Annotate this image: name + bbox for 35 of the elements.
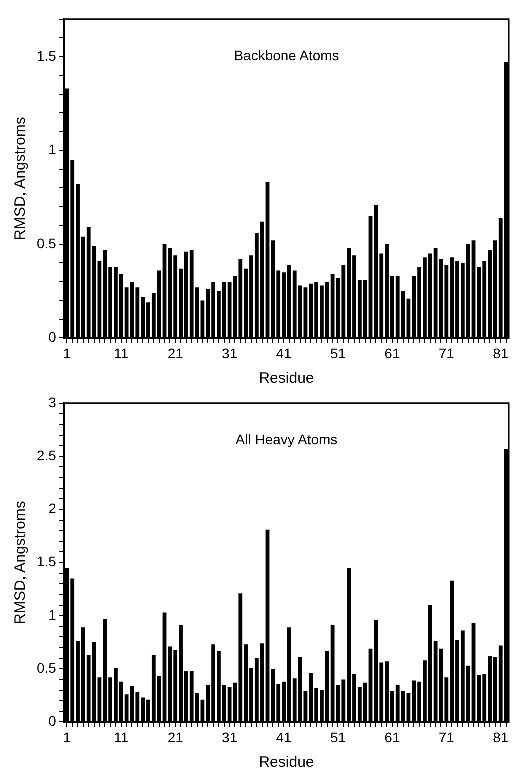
- y-tick-label: 2: [48, 500, 57, 517]
- x-axis-title: Residue: [259, 754, 314, 772]
- x-tick-label: 1: [63, 729, 72, 746]
- text: Backbone Atoms: [234, 47, 340, 64]
- y-tick-label: 1: [48, 606, 57, 623]
- x-tick-label: 11: [114, 729, 129, 746]
- y-tick-label: 0.5: [36, 660, 57, 676]
- y-tick-label: 2.5: [36, 447, 57, 464]
- x-tick-label: 61: [384, 345, 400, 362]
- x-tick-label: 61: [384, 729, 400, 746]
- y-tick-label: 0: [48, 329, 57, 346]
- y-axis-title: RMSD, Angstroms: [12, 117, 30, 240]
- y-tick-label: 1.5: [36, 48, 57, 64]
- y-tick-label: 0: [48, 713, 57, 730]
- x-axis-title: Residue: [259, 370, 314, 388]
- y-tick-label: 3: [48, 394, 57, 410]
- x-tick-label: 71: [438, 729, 455, 746]
- x-tick-label: 1: [63, 345, 72, 362]
- x-tick-label: 11: [114, 345, 129, 362]
- x-tick-label: 71: [438, 345, 455, 362]
- x-tick-label: 81: [493, 345, 509, 362]
- x-tick-label: 31: [222, 729, 238, 746]
- y-tick-label: 1: [48, 142, 57, 158]
- y-tick-label: 1.5: [36, 554, 57, 570]
- x-tick-label: 21: [168, 345, 184, 362]
- y-axis-title: RMSD, Angstroms: [12, 501, 30, 624]
- x-tick-label: 51: [330, 729, 346, 746]
- text: All Heavy Atoms: [236, 431, 338, 448]
- x-tick-label: 81: [493, 729, 509, 746]
- x-tick-label: 51: [330, 345, 346, 362]
- x-tick-label: 41: [276, 729, 292, 746]
- y-tick-label: 0.5: [36, 235, 57, 252]
- x-tick-label: 31: [222, 345, 238, 362]
- x-tick-label: 41: [276, 345, 292, 362]
- x-tick-label: 21: [168, 729, 184, 746]
